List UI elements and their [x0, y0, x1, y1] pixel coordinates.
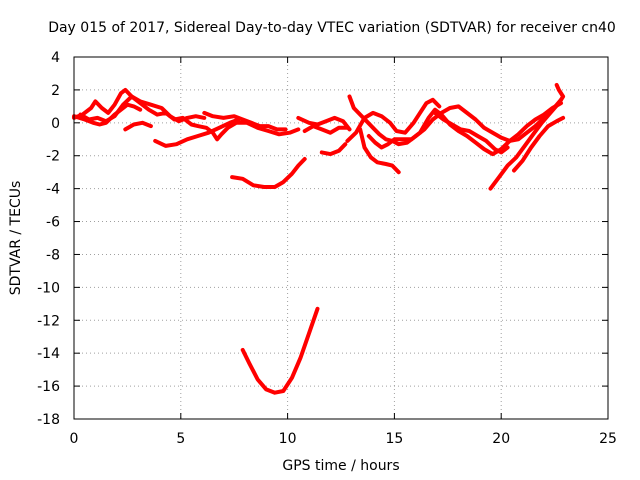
series-arc-13: [347, 94, 563, 147]
y-tick-label: 2: [51, 83, 60, 99]
series-arc-15: [366, 101, 563, 157]
series-arc-5: [153, 117, 241, 148]
plot-frame: [73, 56, 609, 420]
y-tick-label: 4: [51, 50, 60, 66]
y-tick-label: -8: [46, 247, 60, 263]
x-tick-label: 5: [176, 431, 185, 447]
series-arc-1: [72, 87, 207, 124]
y-tick-label: -16: [37, 379, 60, 395]
series-arc-7: [230, 157, 307, 189]
y-tick-label: -2: [46, 149, 60, 165]
y-tick-label: -10: [37, 280, 60, 296]
y-tick-label: -14: [37, 346, 60, 362]
y-axis-label: SDTVAR / TECUs: [8, 181, 24, 296]
series-arc-18: [512, 115, 566, 173]
series-arc-4: [123, 120, 153, 132]
series-arc-10: [296, 115, 352, 132]
y-tick-label: -18: [37, 412, 60, 428]
x-tick-label: 15: [385, 431, 403, 447]
x-tick-label: 0: [70, 431, 79, 447]
x-axis-label: GPS time / hours: [282, 458, 399, 474]
y-tick-label: -4: [46, 182, 60, 198]
series-arc-8: [240, 306, 320, 395]
x-tick-label: 25: [599, 431, 617, 447]
x-tick-label: 20: [492, 431, 510, 447]
series-arc-9: [302, 124, 350, 135]
series-group: [72, 83, 566, 395]
y-tick-label: -6: [46, 215, 60, 231]
chart-title: Day 015 of 2017, Sidereal Day-to-day VTE…: [48, 20, 616, 36]
x-tick-label: 10: [279, 431, 297, 447]
series-arc-16: [433, 110, 510, 155]
series-arc-3: [72, 102, 143, 127]
series-arc-14: [358, 127, 401, 175]
series-arc-17: [488, 83, 566, 191]
series-arc-11: [319, 142, 348, 157]
series-arc-6: [202, 110, 288, 132]
y-tick-label: 0: [51, 116, 60, 132]
y-tick-label: -12: [37, 313, 60, 329]
